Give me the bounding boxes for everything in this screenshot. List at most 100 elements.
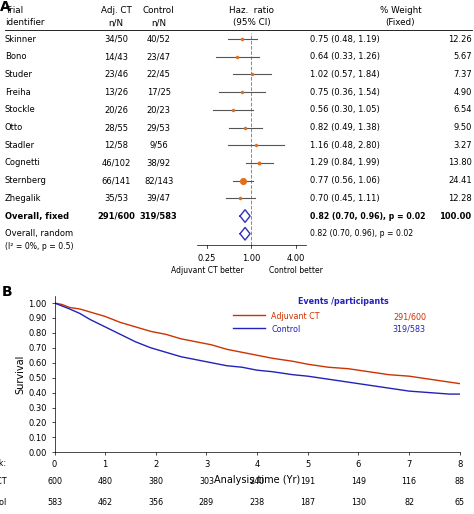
Text: 20/23: 20/23 bbox=[147, 105, 171, 114]
Text: 356: 356 bbox=[148, 499, 164, 507]
Text: 9/56: 9/56 bbox=[149, 141, 168, 150]
Text: Freiha: Freiha bbox=[5, 87, 30, 97]
Text: Adjuvant CT: Adjuvant CT bbox=[271, 312, 320, 321]
Text: 130: 130 bbox=[351, 499, 366, 507]
Text: 289: 289 bbox=[199, 499, 214, 507]
Text: 14/43: 14/43 bbox=[104, 52, 128, 61]
Text: 0.56 (0.30, 1.05): 0.56 (0.30, 1.05) bbox=[310, 105, 380, 114]
Y-axis label: Survival: Survival bbox=[16, 354, 26, 394]
Text: Stockle: Stockle bbox=[5, 105, 36, 114]
Text: 238: 238 bbox=[250, 499, 264, 507]
Text: 380: 380 bbox=[148, 478, 164, 486]
Text: 23/46: 23/46 bbox=[104, 70, 128, 79]
Text: Overall, fixed: Overall, fixed bbox=[5, 212, 69, 221]
Text: Control: Control bbox=[143, 6, 174, 15]
Text: 319/583: 319/583 bbox=[393, 324, 426, 334]
Text: Skinner: Skinner bbox=[5, 34, 37, 44]
Text: 46/102: 46/102 bbox=[101, 158, 131, 168]
Text: 13/26: 13/26 bbox=[104, 87, 128, 97]
Text: 600: 600 bbox=[47, 478, 62, 486]
Text: Stadler: Stadler bbox=[5, 141, 35, 150]
Text: Cognetti: Cognetti bbox=[5, 158, 41, 168]
Text: 82: 82 bbox=[404, 499, 414, 507]
Text: 1.16 (0.48, 2.80): 1.16 (0.48, 2.80) bbox=[310, 141, 380, 150]
Text: 9.50: 9.50 bbox=[453, 123, 472, 132]
Text: Haz.  ratio: Haz. ratio bbox=[229, 6, 274, 15]
Text: 0.25: 0.25 bbox=[198, 253, 216, 263]
Text: 0.77 (0.56, 1.06): 0.77 (0.56, 1.06) bbox=[310, 176, 381, 185]
Text: 480: 480 bbox=[98, 478, 113, 486]
Text: 29/53: 29/53 bbox=[147, 123, 171, 132]
Text: n/N: n/N bbox=[109, 18, 124, 27]
Text: Control: Control bbox=[271, 324, 301, 334]
Text: 0.82 (0.70, 0.96), p = 0.02: 0.82 (0.70, 0.96), p = 0.02 bbox=[310, 229, 414, 238]
Text: 1.29 (0.84, 1.99): 1.29 (0.84, 1.99) bbox=[310, 158, 380, 168]
Text: Overall, random: Overall, random bbox=[5, 229, 73, 238]
Text: Adjuvant CT better: Adjuvant CT better bbox=[171, 266, 244, 274]
Text: 12.26: 12.26 bbox=[448, 34, 472, 44]
Text: 38/92: 38/92 bbox=[147, 158, 171, 168]
Text: Adj. CT: Adj. CT bbox=[100, 6, 132, 15]
Text: 0.82 (0.49, 1.38): 0.82 (0.49, 1.38) bbox=[310, 123, 380, 132]
Text: Otto: Otto bbox=[5, 123, 23, 132]
Text: 65: 65 bbox=[455, 499, 465, 507]
Text: 28/55: 28/55 bbox=[104, 123, 128, 132]
Text: 22/45: 22/45 bbox=[147, 70, 171, 79]
Text: 12/58: 12/58 bbox=[104, 141, 128, 150]
Text: 291/600: 291/600 bbox=[393, 312, 426, 321]
Text: 291/600: 291/600 bbox=[97, 212, 135, 221]
Text: 0.70 (0.45, 1.11): 0.70 (0.45, 1.11) bbox=[310, 194, 380, 203]
Text: 0.64 (0.33, 1.26): 0.64 (0.33, 1.26) bbox=[310, 52, 381, 61]
Text: 1.02 (0.57, 1.84): 1.02 (0.57, 1.84) bbox=[310, 70, 380, 79]
Text: 35/53: 35/53 bbox=[104, 194, 128, 203]
Text: 7.37: 7.37 bbox=[453, 70, 472, 79]
Text: 116: 116 bbox=[401, 478, 417, 486]
X-axis label: Analysis time (Yr): Analysis time (Yr) bbox=[214, 474, 300, 485]
Text: B: B bbox=[2, 285, 12, 299]
Text: 23/47: 23/47 bbox=[147, 52, 171, 61]
Text: 13.80: 13.80 bbox=[448, 158, 472, 168]
Text: A: A bbox=[0, 0, 11, 14]
Text: Bono: Bono bbox=[5, 52, 26, 61]
Text: Trial: Trial bbox=[5, 6, 23, 15]
Text: % Weight: % Weight bbox=[380, 6, 421, 15]
Text: (I² = 0%, p = 0.5): (I² = 0%, p = 0.5) bbox=[5, 242, 73, 251]
Text: identifier: identifier bbox=[5, 18, 44, 27]
Text: (Fixed): (Fixed) bbox=[386, 18, 415, 27]
Text: 24.41: 24.41 bbox=[448, 176, 472, 185]
Text: 66/141: 66/141 bbox=[101, 176, 131, 185]
Text: 100.00: 100.00 bbox=[439, 212, 472, 221]
Text: 303: 303 bbox=[199, 478, 214, 486]
Text: 3.27: 3.27 bbox=[453, 141, 472, 150]
Text: 39/47: 39/47 bbox=[147, 194, 171, 203]
Text: Zhegalik: Zhegalik bbox=[5, 194, 41, 203]
Text: 82/143: 82/143 bbox=[144, 176, 173, 185]
Text: 5.67: 5.67 bbox=[453, 52, 472, 61]
Text: 0.75 (0.36, 1.54): 0.75 (0.36, 1.54) bbox=[310, 87, 380, 97]
Text: 17/25: 17/25 bbox=[147, 87, 171, 97]
Text: 20/26: 20/26 bbox=[104, 105, 128, 114]
Text: 187: 187 bbox=[300, 499, 315, 507]
Text: 12.28: 12.28 bbox=[448, 194, 472, 203]
Text: Adj CT: Adj CT bbox=[0, 478, 6, 486]
Text: 1.00: 1.00 bbox=[242, 253, 261, 263]
Text: 88: 88 bbox=[455, 478, 465, 486]
Text: Control: Control bbox=[0, 499, 6, 507]
Text: Events /participants: Events /participants bbox=[298, 297, 388, 306]
Text: Control better: Control better bbox=[269, 266, 322, 274]
Text: n/N: n/N bbox=[151, 18, 166, 27]
Text: 40/52: 40/52 bbox=[147, 34, 171, 44]
Text: 4.00: 4.00 bbox=[286, 253, 305, 263]
Text: 583: 583 bbox=[47, 499, 62, 507]
Text: 4.90: 4.90 bbox=[453, 87, 472, 97]
Text: 0.82 (0.70, 0.96), p = 0.02: 0.82 (0.70, 0.96), p = 0.02 bbox=[310, 212, 426, 221]
Text: Studer: Studer bbox=[5, 70, 33, 79]
Text: 6.54: 6.54 bbox=[453, 105, 472, 114]
Text: 191: 191 bbox=[300, 478, 315, 486]
Text: 149: 149 bbox=[351, 478, 366, 486]
Text: 319/583: 319/583 bbox=[140, 212, 178, 221]
Text: 240: 240 bbox=[250, 478, 264, 486]
Text: 0.75 (0.48, 1.19): 0.75 (0.48, 1.19) bbox=[310, 34, 380, 44]
Text: 462: 462 bbox=[98, 499, 113, 507]
Text: (95% CI): (95% CI) bbox=[233, 18, 270, 27]
